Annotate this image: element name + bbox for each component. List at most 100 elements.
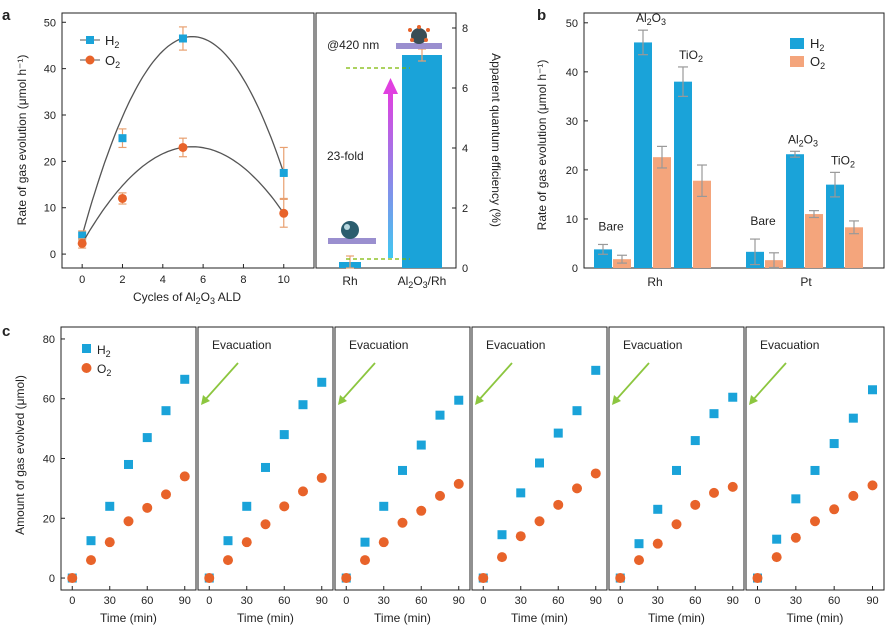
c-xlabel-3: Time (min): [374, 611, 431, 625]
o2-point: [397, 517, 408, 528]
rh-particle-highlight: [344, 224, 350, 230]
o2-point: [117, 193, 127, 203]
h2-point: [118, 134, 127, 143]
h2-point: [591, 365, 601, 375]
x-tick-label: 0: [343, 595, 349, 607]
evacuation-label: Evacuation: [623, 338, 682, 352]
x-tick-label: 60: [552, 595, 564, 607]
x-tick-label: 90: [727, 595, 739, 607]
b-ylabel: Rate of gas evolution (μmol h⁻¹): [535, 60, 549, 231]
evacuation-arrow: [477, 362, 513, 402]
x-tick-label: 90: [453, 595, 465, 607]
h2-point: [279, 430, 289, 440]
o2-point: [178, 142, 188, 152]
o2-point: [652, 538, 663, 549]
h2-point: [772, 534, 782, 544]
c-xlabel-4: Time (min): [511, 611, 568, 625]
x-tick-label: 30: [241, 595, 253, 607]
subgroup-label: Bare: [598, 219, 624, 233]
c-panel-frame-3: [334, 326, 471, 591]
panel-label-c: c: [2, 323, 10, 340]
error-bar: [598, 243, 608, 255]
o2-point: [86, 555, 96, 566]
x-tick-label: 30: [652, 595, 664, 607]
evacuation-arrow: [340, 362, 376, 402]
a-right-fold: 23-fold: [327, 149, 364, 163]
x-tick-label: 90: [866, 595, 878, 607]
a-right-ylabel: Apparent quantum efficiency (%): [489, 53, 503, 227]
error-bar: [830, 171, 840, 198]
h2-point: [454, 395, 464, 405]
alrh-substrate: [396, 43, 442, 49]
alrh-dot: [410, 38, 414, 42]
c-panel-frame-1: [60, 326, 197, 591]
x-tick-label: 4: [160, 274, 166, 286]
y-tick-label: 60: [43, 394, 55, 406]
legend-marker-o2: [85, 55, 95, 65]
o2-point: [142, 502, 153, 513]
h2-point: [416, 440, 426, 450]
a-right-frame: [315, 12, 457, 269]
o2-point: [279, 208, 289, 218]
h2-point: [435, 410, 445, 420]
legend-swatch-o2: [790, 56, 804, 67]
o2-point: [867, 480, 878, 491]
subgroup-label: TiO2: [831, 153, 855, 169]
c-legend: H2 O2: [81, 343, 111, 378]
y-tick-label: 50: [44, 17, 56, 29]
h2-point: [672, 465, 681, 475]
bar-rh-o2: [653, 157, 671, 268]
y-tick-label: 0: [49, 573, 55, 585]
error-bar: [849, 220, 859, 235]
o2-point: [829, 504, 840, 515]
c-legend-label-o2: O2: [97, 362, 111, 378]
o2-point: [727, 481, 738, 492]
h2-point: [572, 406, 582, 416]
h2-point: [142, 433, 152, 443]
o2-point: [690, 499, 701, 510]
h2-point: [178, 34, 187, 43]
error-bar: [769, 252, 779, 269]
legend-label-o2: O2: [105, 53, 120, 70]
h2-point: [261, 462, 270, 472]
panel-label-b: b: [537, 7, 546, 24]
c-ylabel: Amount of gas evolved (μmol): [13, 375, 27, 535]
y-tick-label: 20: [44, 156, 56, 168]
x-tick-label: 60: [278, 595, 290, 607]
y-tick-label: 40: [566, 67, 578, 79]
h2-point: [317, 377, 327, 387]
h2-point: [105, 501, 115, 511]
alrh-particle: [411, 28, 427, 44]
y-tick-label: 0: [50, 249, 56, 261]
h2-point: [553, 428, 563, 438]
evacuation-arrow-head: [201, 395, 210, 405]
evacuation-label: Evacuation: [486, 338, 545, 352]
y-tick-label: 80: [43, 334, 55, 346]
x-tick-label: 0: [69, 595, 75, 607]
x-tick-label: 0: [206, 595, 212, 607]
c-panel-frame-5: [608, 326, 745, 591]
h2-point: [848, 413, 858, 423]
o2-point: [316, 472, 327, 483]
o2-point: [298, 486, 308, 497]
o2-point: [634, 555, 644, 566]
o2-point: [204, 573, 215, 584]
o2-point: [534, 516, 545, 527]
x-tick-label: 0: [480, 595, 486, 607]
evacuation-arrow: [751, 362, 787, 402]
o2-point: [223, 555, 233, 566]
h2-point: [634, 539, 644, 549]
x-tick-label: 60: [689, 595, 701, 607]
y-tick-label: 20: [566, 165, 578, 177]
h2-point: [124, 459, 133, 469]
evacuation-arrow-head: [338, 395, 347, 405]
error-bar: [809, 210, 819, 219]
h2-point: [868, 385, 877, 395]
y-tick-label: 50: [566, 18, 578, 30]
b-group-pt: Pt: [800, 275, 812, 289]
o2-point: [453, 478, 464, 489]
o2-point: [260, 519, 271, 530]
a-left-frame: [61, 12, 315, 269]
x-tick-label: 0: [79, 274, 85, 286]
